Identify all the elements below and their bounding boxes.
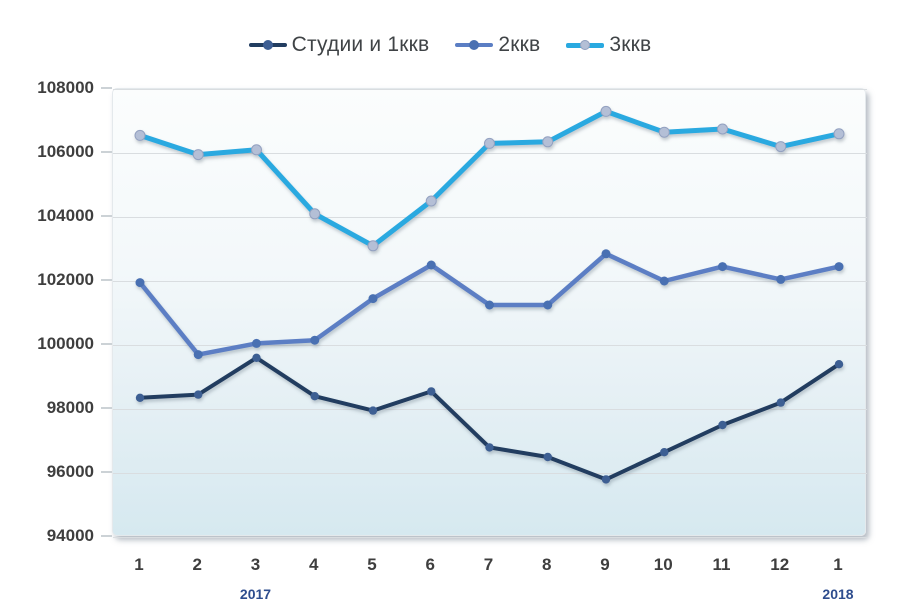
data-point-marker [368, 294, 378, 304]
chart-legend: Студии и 1ккв 2ккв 3ккв [0, 30, 900, 60]
data-point-marker [717, 123, 728, 135]
data-point-marker [833, 128, 845, 140]
x-tick-label: 3 [250, 555, 261, 574]
data-point-marker [367, 240, 379, 252]
data-point-marker [775, 141, 787, 153]
data-point-marker [718, 262, 727, 272]
legend-line-marker-icon [566, 40, 605, 50]
x-tick-label: 9 [600, 555, 610, 574]
series-Студии и 1ккв [135, 353, 844, 484]
legend-label: 3ккв [609, 33, 652, 56]
data-point-marker [776, 274, 786, 284]
y-tick-label: 104000 [37, 206, 94, 225]
data-point-marker [659, 276, 669, 286]
data-point-marker [426, 260, 436, 270]
data-point-marker [600, 105, 612, 117]
y-tick-label: 94000 [46, 526, 94, 545]
data-point-marker [252, 353, 261, 362]
y-tick-label: 96000 [46, 462, 94, 481]
data-point-marker [542, 136, 554, 148]
legend-line-marker-icon [455, 40, 494, 50]
data-point-marker [834, 262, 844, 272]
data-point-marker [834, 360, 844, 369]
x-tick-label: 6 [425, 555, 435, 574]
y-tick-label: 98000 [46, 398, 94, 417]
data-point-marker [251, 144, 262, 156]
legend-item-3room: 3ккв [566, 33, 651, 57]
x-tick-label: 5 [367, 555, 377, 574]
legend-item-2room: 2ккв [455, 33, 540, 57]
data-point-marker [252, 338, 261, 348]
data-point-marker [134, 129, 146, 141]
data-point-marker [485, 300, 494, 310]
data-point-marker [135, 393, 145, 402]
series-line [137, 108, 842, 249]
data-point-marker [427, 387, 436, 396]
data-point-marker [192, 149, 204, 161]
y-axis-tick [101, 535, 112, 537]
data-point-marker [543, 300, 553, 310]
data-point-marker [660, 448, 669, 457]
x-tick-label: 12 [770, 555, 790, 574]
data-point-marker [601, 249, 611, 259]
data-point-marker [776, 398, 785, 407]
y-tick-label: 108000 [37, 78, 94, 97]
x-year-label: 2018 [822, 586, 854, 602]
data-point-marker [193, 350, 203, 360]
data-point-marker [601, 475, 611, 484]
y-axis-tick [101, 151, 112, 153]
series-line [138, 355, 841, 482]
data-point-marker [485, 443, 494, 452]
legend-label: 2ккв [498, 33, 541, 56]
data-point-marker [194, 390, 203, 399]
data-point-marker [484, 137, 495, 149]
data-point-marker [543, 452, 552, 462]
legend-line-marker-icon [248, 40, 287, 50]
x-tick-label: 7 [483, 555, 494, 574]
y-tick-label: 100000 [37, 334, 94, 353]
series-3ккв [134, 105, 845, 252]
data-point-marker [309, 208, 321, 220]
x-year-label: 2017 [239, 586, 272, 602]
y-axis-tick [101, 279, 112, 281]
series-2ккв [135, 249, 844, 360]
y-tick-label: 106000 [37, 142, 94, 161]
data-point-marker [310, 335, 320, 345]
y-axis-tick [101, 87, 112, 89]
y-axis-tick [101, 407, 112, 409]
data-point-marker [658, 126, 670, 138]
plot-area [112, 88, 867, 538]
data-point-marker [135, 278, 145, 288]
data-point-marker [310, 392, 319, 401]
legend-item-studios-1room: Студии и 1ккв [248, 33, 430, 57]
x-tick-label: 1 [134, 555, 144, 574]
x-tick-label: 11 [712, 555, 731, 574]
y-axis-tick [101, 215, 112, 217]
x-tick-label: 4 [309, 555, 319, 574]
y-axis-tick [101, 471, 112, 473]
data-point-marker [425, 195, 437, 207]
data-point-marker [368, 406, 378, 415]
x-tick-label: 2 [192, 555, 202, 574]
y-tick-label: 102000 [37, 270, 94, 289]
plot-svg [113, 89, 867, 538]
x-tick-label: 10 [653, 555, 673, 574]
x-tick-label: 1 [833, 555, 843, 574]
y-axis-tick [101, 343, 112, 345]
data-point-marker [718, 420, 727, 430]
legend-label: Студии и 1ккв [291, 33, 430, 56]
x-tick-label: 8 [542, 555, 552, 574]
